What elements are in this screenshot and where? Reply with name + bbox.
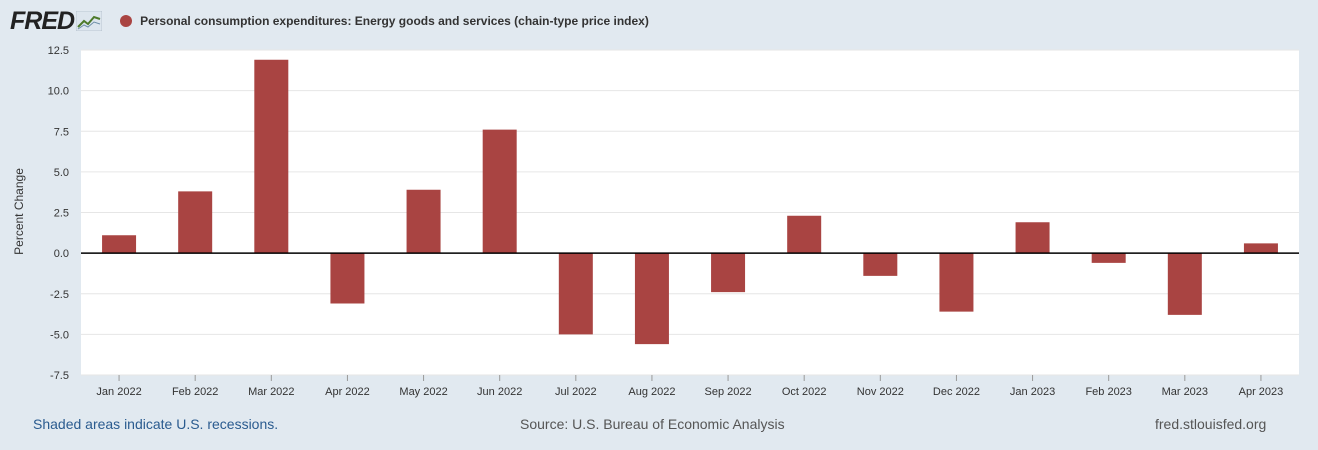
bar[interactable] [939, 253, 974, 312]
x-tick-label: Jun 2022 [477, 386, 522, 398]
legend: Personal consumption expenditures: Energ… [120, 14, 649, 28]
y-tick-label: 10.0 [48, 86, 69, 98]
x-tick-label: Apr 2022 [325, 386, 370, 398]
bar[interactable] [406, 189, 441, 254]
bar[interactable] [482, 129, 517, 254]
x-tick-label: Feb 2023 [1085, 386, 1131, 398]
x-tick-label: Mar 2022 [248, 386, 294, 398]
x-tick-label: Dec 2022 [933, 386, 980, 398]
y-axis-label: Percent Change [12, 168, 26, 255]
fred-logo[interactable]: FRED [10, 6, 103, 36]
y-tick-label: -5.0 [50, 329, 69, 341]
bar[interactable] [1243, 243, 1278, 254]
y-tick-label: 2.5 [54, 208, 69, 220]
bar[interactable] [254, 59, 289, 254]
site-link[interactable]: fred.stlouisfed.org [1155, 416, 1267, 432]
bar[interactable] [1091, 253, 1126, 263]
bar-chart: 12.5 10.0 7.5 5.0 2.5 0.0 -2.5 -5.0 -7.5 Jan 202… [12, 45, 1299, 398]
chart-header: FRED Personal consumption expenditures: … [10, 6, 649, 36]
y-tick-label: 0.0 [54, 248, 69, 260]
x-tick-label: Sep 2022 [705, 386, 752, 398]
x-tick-label: Nov 2022 [857, 386, 904, 398]
x-tick-label: Jan 2022 [96, 386, 141, 398]
bar[interactable] [787, 215, 822, 254]
x-tick-label: Jan 2023 [1010, 386, 1055, 398]
bar[interactable] [634, 253, 669, 345]
fred-logo-text: FRED [10, 6, 75, 35]
bar[interactable] [1015, 222, 1050, 254]
bar[interactable] [863, 253, 898, 276]
bar[interactable] [558, 253, 593, 335]
bar[interactable] [1167, 253, 1202, 315]
line-chart-icon [76, 11, 103, 31]
bar[interactable] [711, 253, 746, 293]
legend-marker [120, 15, 133, 27]
bar[interactable] [178, 191, 213, 254]
x-tick-label: Jul 2022 [555, 386, 597, 398]
x-tick-label: Aug 2022 [628, 386, 675, 398]
source-credit: Source: U.S. Bureau of Economic Analysis [520, 416, 785, 432]
x-tick-label: Oct 2022 [782, 386, 827, 398]
x-tick-label: Apr 2023 [1239, 386, 1284, 398]
y-tick-label: -2.5 [50, 289, 69, 301]
recession-note[interactable]: Shaded areas indicate U.S. recessions. [33, 416, 279, 432]
y-tick-label: 7.5 [54, 126, 69, 138]
y-tick-label: 5.0 [54, 167, 69, 179]
x-tick-label: May 2022 [399, 386, 447, 398]
legend-label: Personal consumption expenditures: Energ… [140, 14, 649, 28]
bar[interactable] [330, 253, 365, 304]
y-tick-label: 12.5 [48, 45, 69, 57]
y-tick-label: -7.5 [50, 370, 69, 382]
bar[interactable] [102, 235, 137, 254]
x-tick-label: Feb 2022 [172, 386, 218, 398]
x-tick-label: Mar 2023 [1162, 386, 1208, 398]
